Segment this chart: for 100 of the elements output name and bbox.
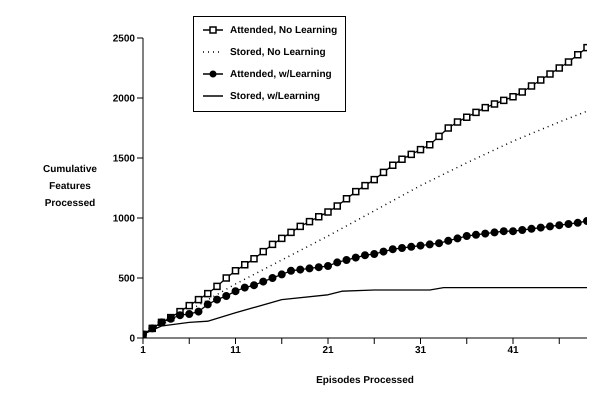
legend-label: Attended, w/Learning <box>230 69 332 80</box>
point <box>536 224 545 232</box>
point <box>546 222 554 230</box>
point <box>259 278 268 286</box>
x-tick-label: 41 <box>507 345 519 356</box>
point <box>435 239 443 248</box>
point <box>528 224 536 233</box>
point <box>408 150 415 158</box>
point <box>564 58 572 66</box>
point <box>463 113 470 121</box>
point <box>186 302 193 310</box>
point <box>232 287 240 296</box>
point <box>462 232 471 240</box>
point <box>306 218 314 226</box>
point <box>315 213 322 221</box>
point <box>176 311 184 320</box>
point <box>222 292 230 300</box>
point <box>481 230 490 238</box>
point <box>380 168 388 176</box>
point <box>454 118 462 126</box>
point <box>416 242 424 250</box>
point <box>352 188 360 196</box>
point <box>426 240 434 248</box>
point <box>260 248 267 256</box>
point <box>287 228 295 236</box>
legend-label: Stored, w/Learning <box>230 91 320 102</box>
point <box>314 263 323 272</box>
y-tick-label: 2500 <box>112 34 136 45</box>
x-tick-label: 11 <box>230 345 242 356</box>
x-tick-label: 21 <box>322 345 334 356</box>
point <box>546 70 554 78</box>
point <box>352 254 360 262</box>
point <box>444 124 452 132</box>
point <box>528 82 536 90</box>
point <box>278 234 286 242</box>
point <box>388 245 397 254</box>
point <box>500 96 508 104</box>
point <box>380 248 388 256</box>
point <box>213 282 221 290</box>
point <box>278 270 286 278</box>
point <box>518 88 526 96</box>
point <box>454 234 462 242</box>
point <box>490 100 498 108</box>
point <box>287 266 295 275</box>
point <box>444 236 452 245</box>
legend-label: Stored, No Learning <box>230 47 326 58</box>
point <box>564 220 572 228</box>
point <box>268 274 276 282</box>
point <box>342 256 350 264</box>
point <box>426 141 434 149</box>
point <box>490 228 498 236</box>
y-tick-label: 2000 <box>112 94 136 105</box>
point <box>250 255 258 263</box>
point <box>472 108 480 116</box>
y-axis-title: Cumulative Features Processed <box>43 164 98 209</box>
x-tick-label: 31 <box>414 345 426 356</box>
point <box>509 227 517 236</box>
point <box>407 242 416 251</box>
point <box>306 264 314 272</box>
point <box>241 261 248 269</box>
point <box>389 161 396 169</box>
y-tick-label: 1500 <box>112 154 136 165</box>
point <box>204 290 212 298</box>
point <box>472 230 480 239</box>
point <box>342 195 350 203</box>
point <box>370 250 378 258</box>
point <box>509 93 517 101</box>
point <box>296 266 304 274</box>
point <box>398 244 406 252</box>
point <box>334 202 341 210</box>
point <box>555 221 564 230</box>
point <box>556 64 563 72</box>
legend-label: Attended, No Learning <box>230 25 338 36</box>
point <box>518 226 526 234</box>
point <box>361 251 369 260</box>
point <box>435 132 443 140</box>
y-tick-label: 500 <box>118 274 136 285</box>
point <box>194 308 202 316</box>
point <box>398 155 406 163</box>
x-tick-label: 1 <box>140 345 146 356</box>
point <box>370 176 378 184</box>
point <box>482 104 489 112</box>
point <box>574 51 582 59</box>
point <box>537 76 544 84</box>
point <box>268 240 276 248</box>
point <box>296 222 304 230</box>
x-axis-title: Episodes Processed <box>316 375 414 386</box>
point <box>416 146 424 154</box>
point <box>324 262 332 270</box>
point <box>204 300 212 308</box>
point <box>222 274 230 282</box>
point <box>194 296 202 304</box>
point <box>361 182 369 190</box>
y-tick-label: 1000 <box>112 214 136 225</box>
y-tick-label: 0 <box>129 334 136 345</box>
point <box>500 227 508 236</box>
point <box>333 258 342 266</box>
point <box>324 208 332 216</box>
point <box>240 284 249 292</box>
point <box>185 310 194 318</box>
